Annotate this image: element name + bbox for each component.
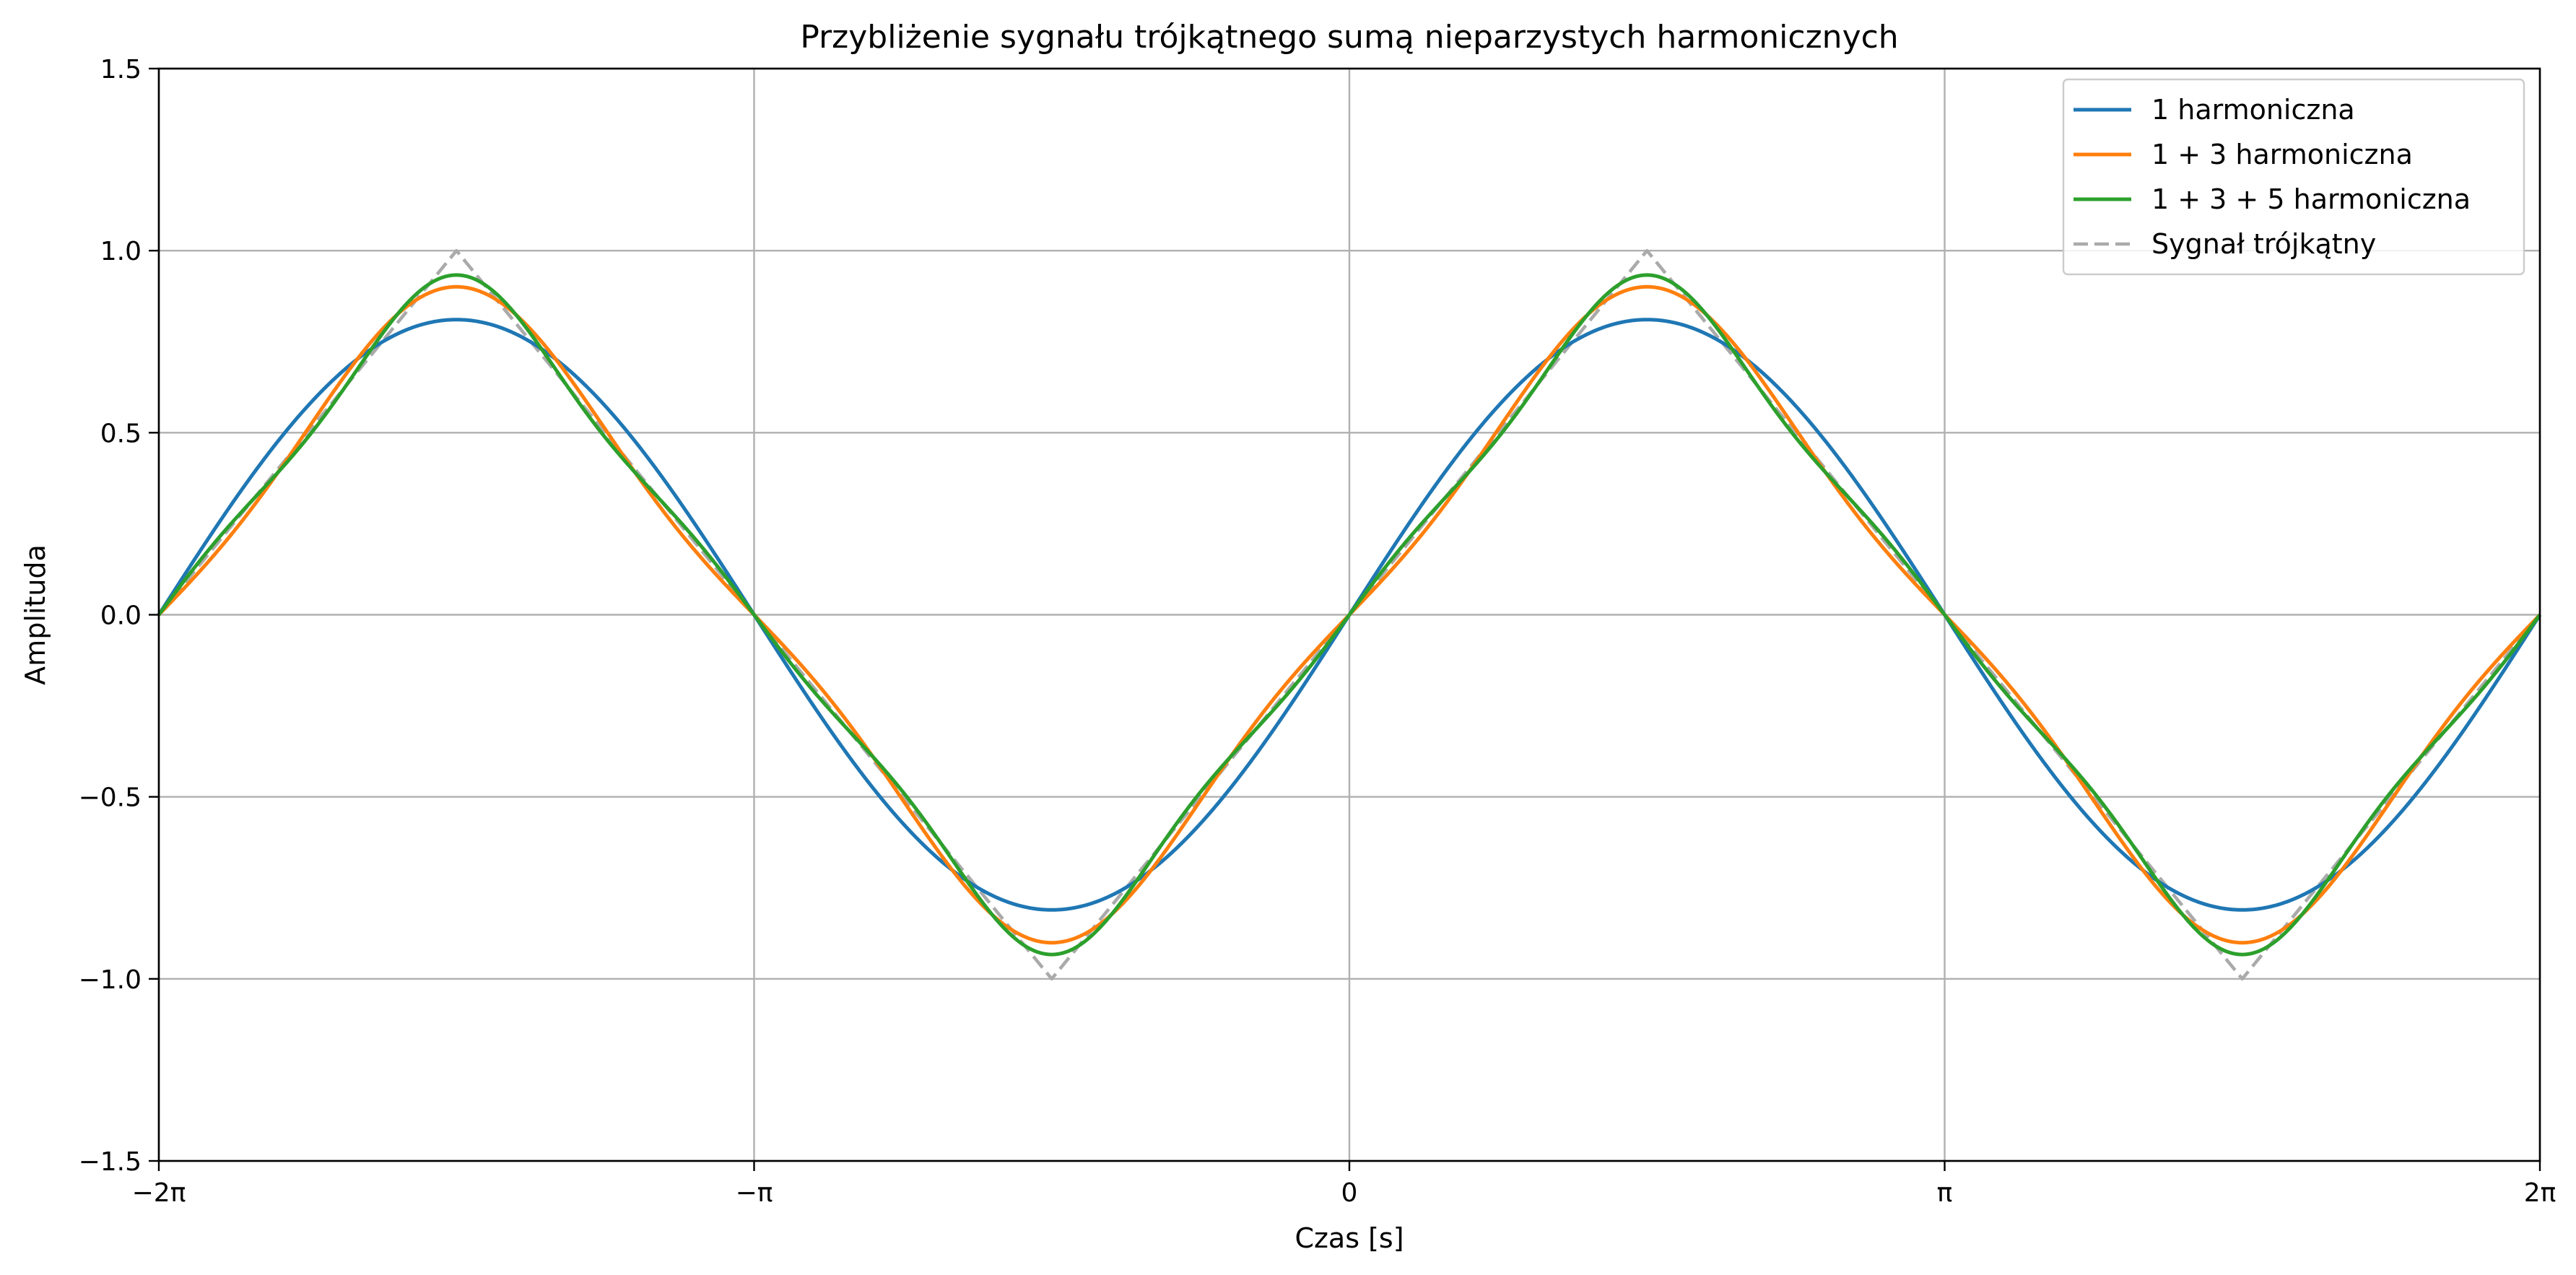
x-tick-label: −π bbox=[736, 1178, 773, 1208]
chart-title: Przybliżenie sygnału trójkątnego sumą ni… bbox=[800, 19, 1898, 56]
y-tick-label: 1.5 bbox=[100, 55, 142, 84]
legend-entry-label: Sygnał trójkątny bbox=[2151, 228, 2376, 260]
legend-box bbox=[2062, 78, 2525, 276]
y-axis-label: Amplituda bbox=[19, 544, 51, 685]
x-tick-label: 2π bbox=[2524, 1178, 2557, 1208]
legend-entry-label: 1 + 3 harmoniczna bbox=[2151, 139, 2413, 170]
x-tick-label: π bbox=[1937, 1178, 1953, 1208]
y-tick-label: −0.5 bbox=[79, 783, 142, 813]
y-tick-label: 0.0 bbox=[100, 601, 142, 631]
y-tick-label: −1.5 bbox=[79, 1147, 142, 1177]
ticks: −2π −π 0 π 2π −1.5 −1.0 −0.5 0.0 0.5 1.0 1.5 bbox=[79, 55, 2557, 1208]
x-axis-label: Czas [s] bbox=[1294, 1222, 1404, 1254]
y-tick-label: −1.0 bbox=[79, 965, 142, 995]
series-group bbox=[157, 248, 2542, 981]
legend-entry-label: 1 + 3 + 5 harmoniczna bbox=[2151, 183, 2471, 215]
y-tick-label: 0.5 bbox=[100, 419, 142, 448]
legend-entry-label: 1 harmoniczna bbox=[2151, 94, 2355, 126]
series-line-3 bbox=[157, 273, 2542, 957]
legend: 1 harmoniczna 1 + 3 harmoniczna 1 + 3 + 5 … bbox=[2062, 78, 2525, 276]
x-tick-label: −2π bbox=[132, 1178, 186, 1208]
y-tick-label: 1.0 bbox=[100, 237, 142, 266]
x-tick-label: 0 bbox=[1341, 1178, 1358, 1208]
